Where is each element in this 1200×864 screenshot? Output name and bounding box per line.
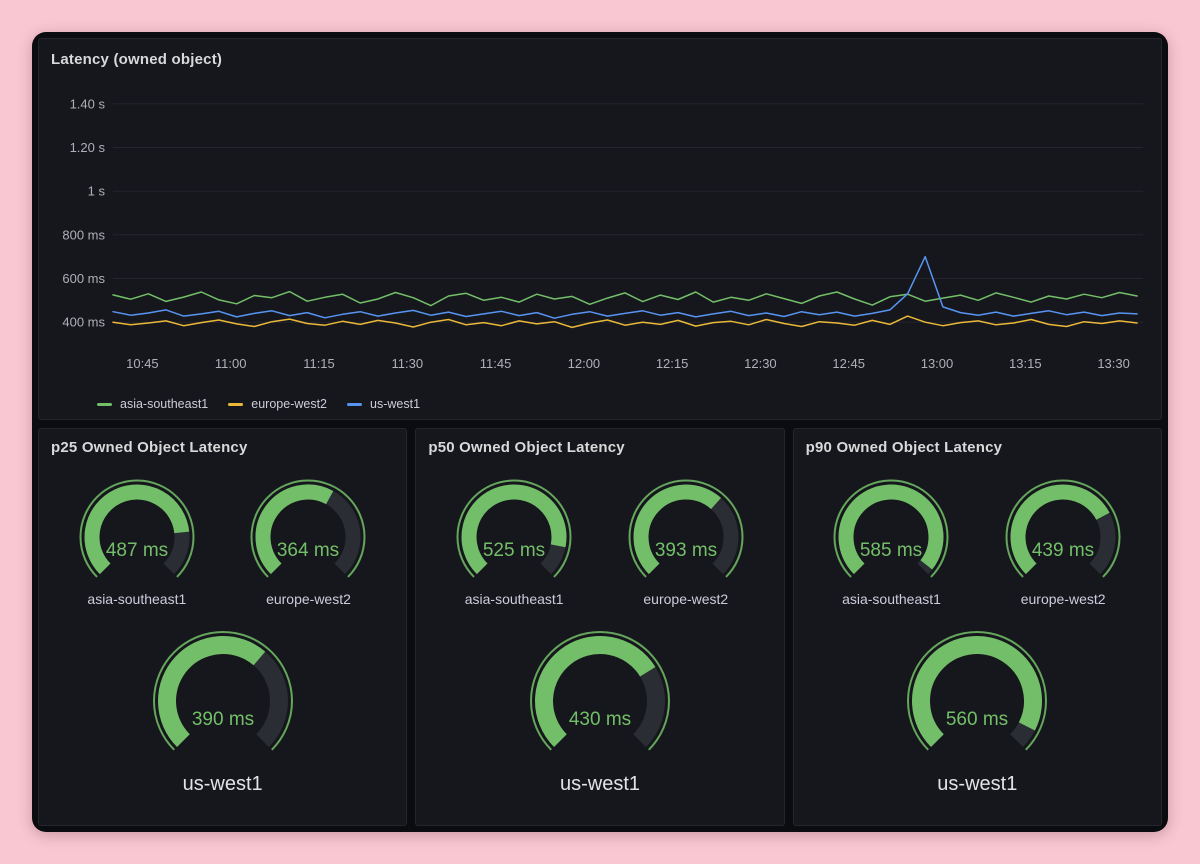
gauge-arc: 585 ms bbox=[833, 479, 949, 578]
gauge-us-west1: 560 ms us-west1 bbox=[806, 627, 1149, 796]
gauge-arc: 393 ms bbox=[628, 479, 744, 578]
x-axis-tick-label: 11:45 bbox=[480, 356, 512, 371]
gauge-asia-southeast1: 487 ms asia-southeast1 bbox=[51, 475, 223, 607]
x-axis-tick-label: 11:30 bbox=[392, 356, 424, 371]
gauge-arc: 525 ms bbox=[456, 479, 572, 578]
gauge-label: asia-southeast1 bbox=[464, 591, 564, 608]
x-axis-tick-label: 12:00 bbox=[568, 356, 601, 371]
gauge-value: 585 ms bbox=[860, 540, 922, 561]
legend-item-us-west1[interactable]: us-west1 bbox=[347, 397, 420, 411]
gauge-asia-southeast1: 525 ms asia-southeast1 bbox=[428, 475, 600, 607]
gauge-panel-p90-title[interactable]: p90 Owned Object Latency bbox=[805, 439, 1003, 456]
gauge-value: 439 ms bbox=[1032, 540, 1094, 561]
chart-legend: asia-southeast1 europe-west2 us-west1 bbox=[97, 397, 1149, 411]
gauge-us-west1: 390 ms us-west1 bbox=[51, 627, 394, 796]
gauge-grid-p25: 487 ms asia-southeast1 364 ms europe-west2 3… bbox=[51, 456, 394, 815]
gauge-label: europe-west2 bbox=[643, 591, 729, 608]
y-axis-tick-label: 1.40 s bbox=[70, 96, 106, 111]
gauge-value: 430 ms bbox=[569, 709, 631, 730]
y-axis-tick-label: 400 ms bbox=[62, 315, 105, 330]
gauge-value: 487 ms bbox=[106, 540, 168, 561]
gauge-arc: 390 ms bbox=[152, 630, 293, 751]
legend-swatch bbox=[228, 402, 244, 406]
x-axis-tick-label: 13:30 bbox=[1097, 356, 1130, 371]
gauge-panel-p50-title[interactable]: p50 Owned Object Latency bbox=[428, 439, 625, 456]
gauge-arc: 430 ms bbox=[529, 630, 670, 751]
gauge-label: us-west1 bbox=[937, 772, 1018, 795]
series-line-asia-southeast1 bbox=[112, 290, 1138, 307]
gauge-panel-p50: p50 Owned Object Latency 525 ms asia-sout… bbox=[415, 428, 785, 826]
gauge-arc: 487 ms bbox=[79, 479, 195, 578]
gauge-label: asia-southeast1 bbox=[842, 591, 941, 608]
gauge-value: 560 ms bbox=[946, 709, 1008, 730]
gauge-europe-west2: 439 ms europe-west2 bbox=[977, 475, 1149, 607]
gauge-europe-west2: 364 ms europe-west2 bbox=[223, 475, 395, 607]
gauge-panel-p25-title[interactable]: p25 Owned Object Latency bbox=[51, 439, 248, 456]
legend-item-asia-southeast1[interactable]: asia-southeast1 bbox=[97, 397, 208, 411]
x-axis-tick-label: 12:30 bbox=[744, 356, 777, 371]
gauge-panels-row: p25 Owned Object Latency 487 ms asia-sout… bbox=[38, 428, 1162, 826]
latency-panel: Latency (owned object) 400 ms 600 ms 800 m… bbox=[38, 38, 1162, 420]
timeseries-svg[interactable]: 400 ms 600 ms 800 ms 1 s 1.20 s 1.40 s 10:45 11… bbox=[51, 72, 1151, 380]
gauge-value: 364 ms bbox=[277, 540, 339, 561]
latency-panel-title[interactable]: Latency (owned object) bbox=[51, 51, 223, 68]
legend-label: asia-southeast1 bbox=[120, 397, 209, 411]
x-axis-tick-label: 10:45 bbox=[126, 356, 159, 371]
y-axis-tick-label: 600 ms bbox=[62, 271, 105, 286]
legend-label: us-west1 bbox=[370, 397, 421, 411]
gauge-europe-west2: 393 ms europe-west2 bbox=[600, 475, 772, 607]
dashboard-container: Latency (owned object) 400 ms 600 ms 800 m… bbox=[32, 32, 1168, 832]
gauge-arc: 364 ms bbox=[250, 479, 366, 578]
gauge-panel-p90: p90 Owned Object Latency 585 ms asia-sout… bbox=[792, 428, 1162, 826]
gauge-label: us-west1 bbox=[559, 772, 640, 795]
gauge-us-west1: 430 ms us-west1 bbox=[428, 627, 771, 796]
gauge-panel-p25: p25 Owned Object Latency 487 ms asia-sout… bbox=[38, 428, 408, 826]
gauge-label: asia-southeast1 bbox=[87, 591, 187, 608]
legend-swatch bbox=[97, 402, 112, 406]
gauge-arc: 439 ms bbox=[1005, 479, 1121, 578]
y-axis-tick-label: 1.20 s bbox=[70, 140, 106, 155]
series-line-europe-west2 bbox=[112, 315, 1138, 329]
x-axis-tick-label: 12:45 bbox=[832, 356, 865, 371]
gauge-value: 390 ms bbox=[192, 709, 254, 730]
gauge-label: us-west1 bbox=[182, 772, 263, 795]
timeseries-chart[interactable]: 400 ms 600 ms 800 ms 1 s 1.20 s 1.40 s 10:45 11… bbox=[51, 72, 1149, 395]
legend-swatch bbox=[347, 402, 363, 406]
gauge-label: europe-west2 bbox=[1020, 591, 1106, 608]
gauge-value: 525 ms bbox=[483, 540, 545, 561]
x-axis-tick-label: 13:00 bbox=[921, 356, 954, 371]
gauge-label: europe-west2 bbox=[266, 591, 351, 608]
series-line-us-west1 bbox=[112, 255, 1138, 319]
x-axis-tick-label: 12:15 bbox=[656, 356, 689, 371]
y-axis-tick-label: 1 s bbox=[88, 184, 106, 199]
x-axis-tick-label: 11:00 bbox=[215, 356, 247, 371]
gauge-grid-p50: 525 ms asia-southeast1 393 ms europe-west2 4… bbox=[428, 456, 771, 815]
x-axis-tick-label: 13:15 bbox=[1009, 356, 1042, 371]
y-axis-tick-label: 800 ms bbox=[62, 227, 105, 242]
x-axis-tick-label: 11:15 bbox=[303, 356, 335, 371]
legend-label: europe-west2 bbox=[251, 397, 328, 411]
gauge-grid-p90: 585 ms asia-southeast1 439 ms europe-west2 5… bbox=[806, 456, 1149, 815]
legend-item-europe-west2[interactable]: europe-west2 bbox=[228, 397, 327, 411]
gauge-arc: 560 ms bbox=[907, 630, 1048, 751]
gauge-value: 393 ms bbox=[655, 540, 717, 561]
gauge-asia-southeast1: 585 ms asia-southeast1 bbox=[806, 475, 978, 607]
